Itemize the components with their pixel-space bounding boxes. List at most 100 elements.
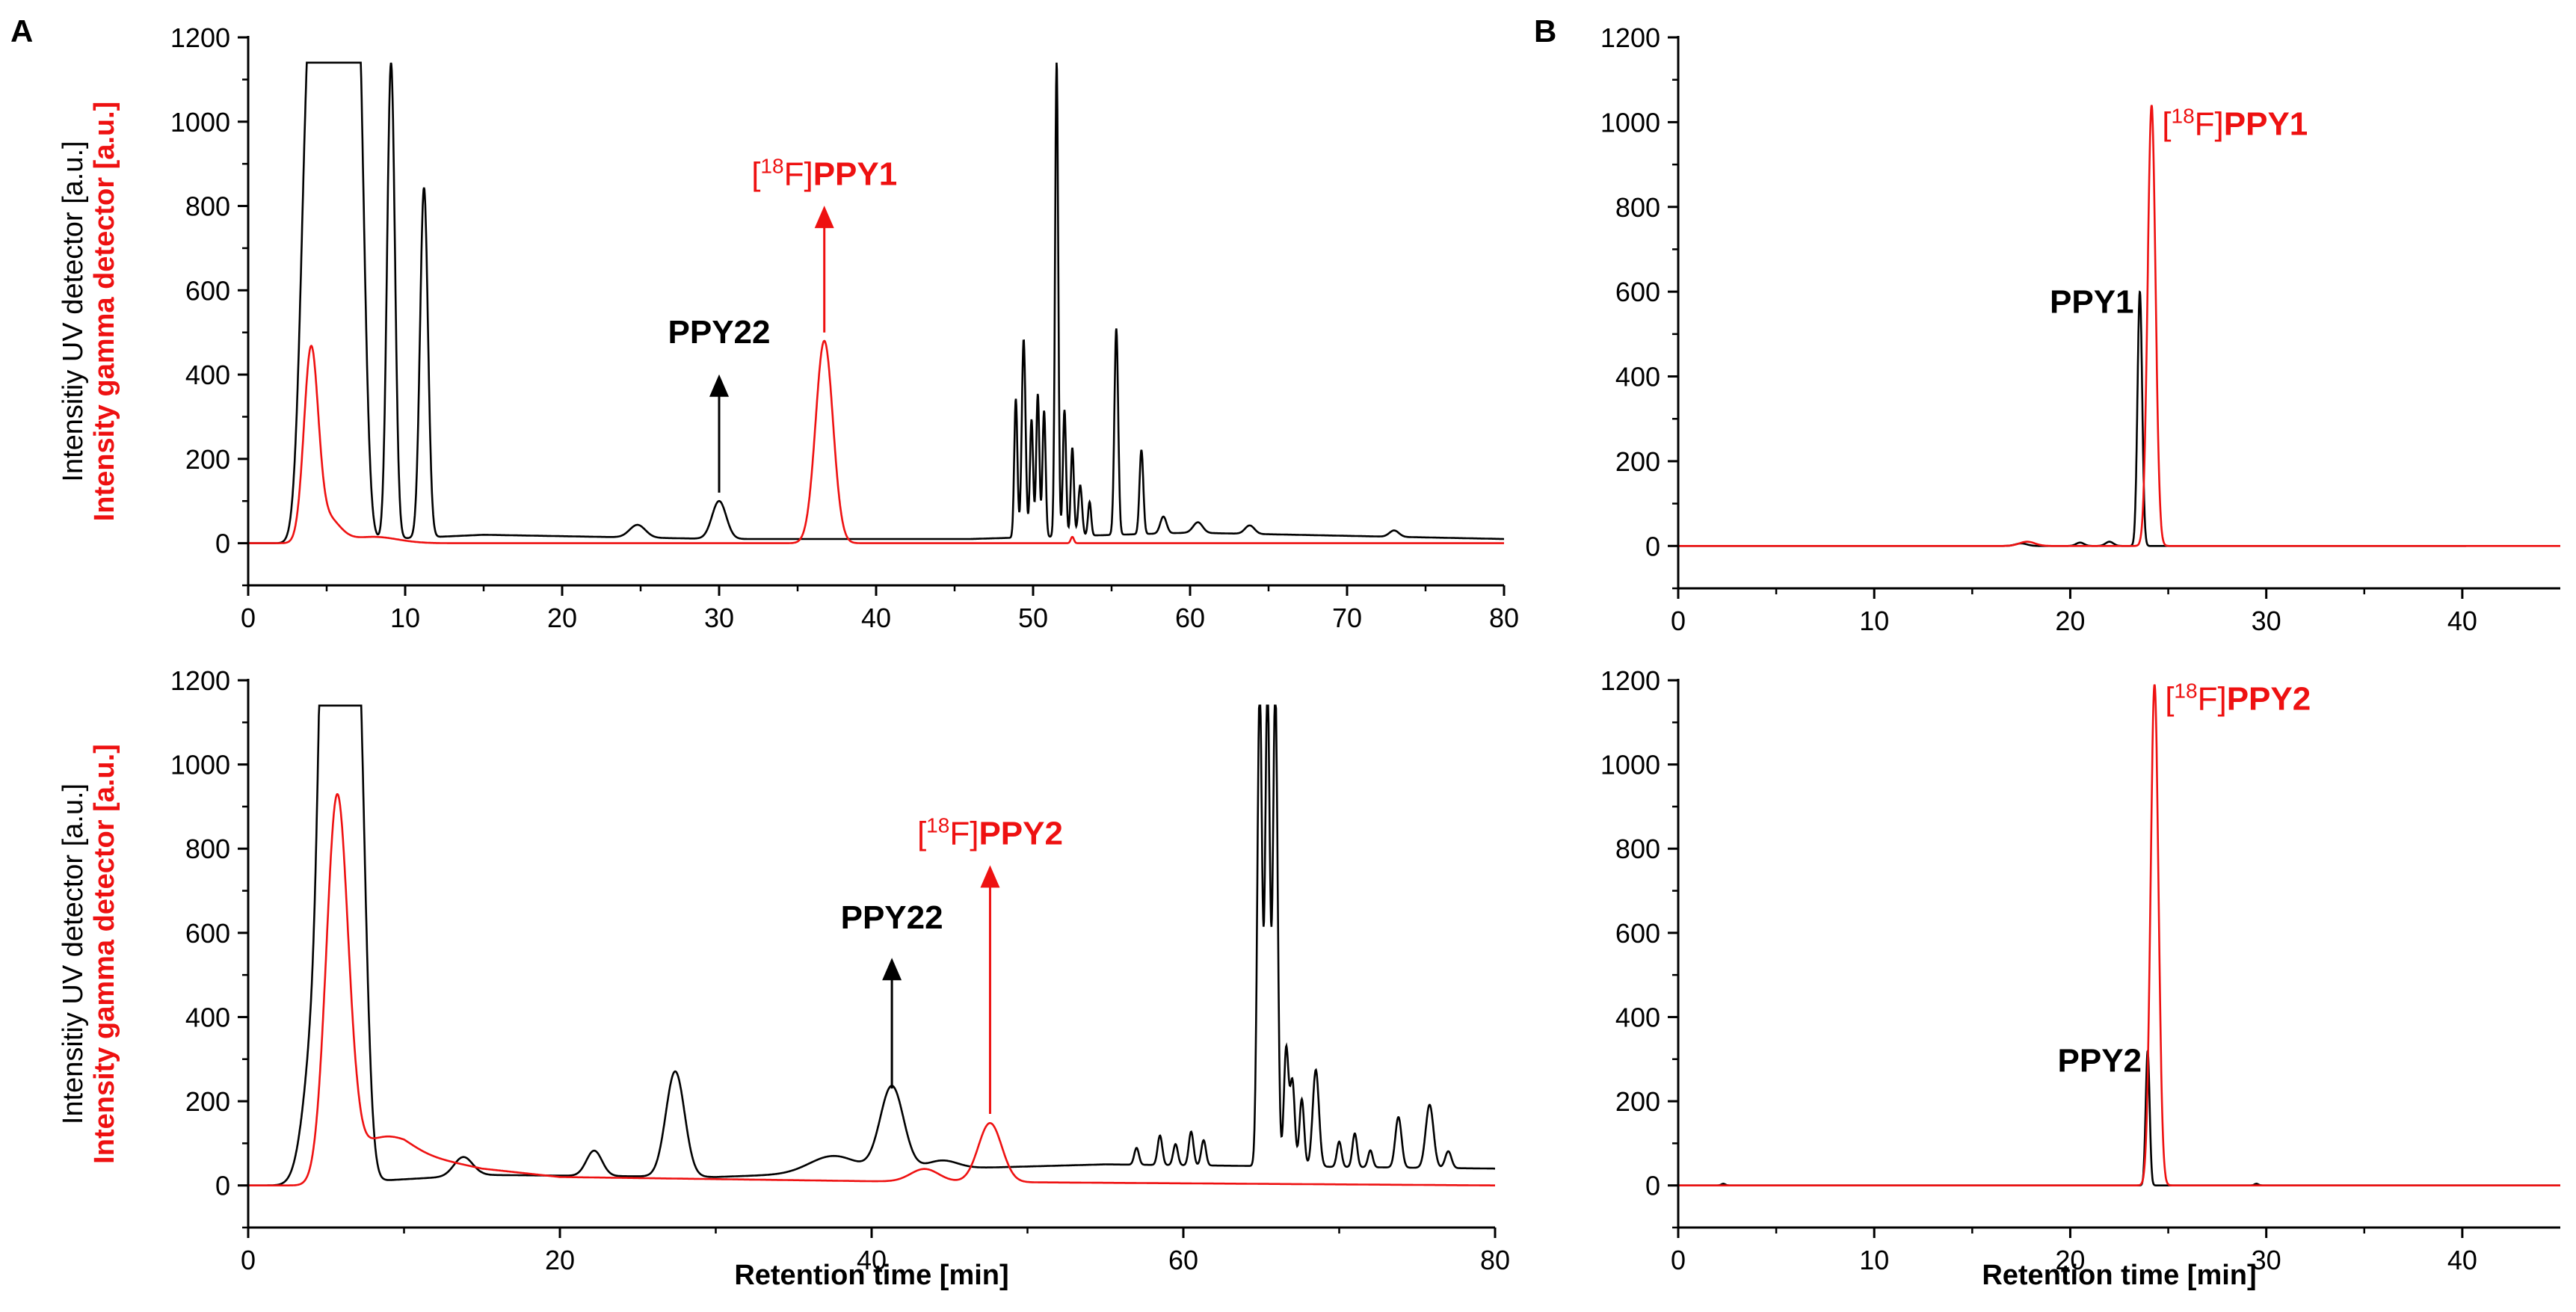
x-tick-label: 50 <box>1018 603 1048 633</box>
x-tick-label: 0 <box>1671 606 1686 636</box>
y-tick-label: 0 <box>215 529 230 559</box>
y-tick-label: 1200 <box>170 22 230 53</box>
y-tick-label: 1000 <box>1600 750 1660 780</box>
x-tick-label: 20 <box>2055 606 2085 636</box>
x-axis-label: Retention time [min] <box>734 1260 1008 1291</box>
gamma-trace <box>248 339 1504 544</box>
x-tick-label: 0 <box>1671 1245 1686 1275</box>
y-tick-label: 800 <box>185 834 230 864</box>
chart-b2: 0 200 400 600 800 1000 1200 0 10 20 30 40 Retention … <box>1600 665 2560 1291</box>
y-axis-label-uv: Intensitiy UV detector [a.u.] <box>58 141 89 481</box>
y-tick-label: 400 <box>1615 1002 1660 1032</box>
chart-a1: 0 200 400 600 800 1000 1200 0 10 20 30 40 50 60 70 80 In… <box>58 22 1519 633</box>
label-isotope-mass: 18 <box>926 814 949 837</box>
x-tick-label: 20 <box>547 603 577 633</box>
y-tick-label: 1200 <box>1600 22 1660 53</box>
annotation-label: [18F]PPY2 <box>917 814 1063 852</box>
gamma-trace <box>248 793 1495 1186</box>
annotation-arrow-head <box>709 374 729 397</box>
y-tick-label: 600 <box>1615 918 1660 949</box>
x-tick-label: 30 <box>2252 1245 2281 1275</box>
label-compound: PPY2 <box>979 816 1063 852</box>
x-tick-label: 40 <box>857 1245 887 1275</box>
annotation-label: PPY22 <box>841 899 943 936</box>
x-tick-label: 20 <box>545 1245 575 1275</box>
annotation-arrow-head <box>980 865 1000 888</box>
label-isotope-mass: 18 <box>760 154 783 177</box>
label-element: F] <box>949 816 979 852</box>
label-bracket: [ <box>2162 105 2171 142</box>
x-tick-label: 40 <box>2447 1245 2477 1275</box>
y-tick-label: 400 <box>1615 362 1660 392</box>
x-tick-label: 20 <box>2055 1245 2085 1275</box>
gamma-trace <box>1678 684 2560 1186</box>
annotation-label: PPY2 <box>2058 1043 2142 1080</box>
y-tick-label: 200 <box>185 1086 230 1117</box>
y-tick-label: 400 <box>185 360 230 390</box>
annotation-arrow-head <box>882 958 902 981</box>
gamma-trace <box>1678 105 2560 547</box>
x-tick-label: 10 <box>1859 1245 1889 1275</box>
x-tick-label: 60 <box>1175 603 1205 633</box>
y-tick-label: 0 <box>1645 531 1660 561</box>
y-tick-label: 800 <box>1615 834 1660 864</box>
annotation-label: [18F]PPY1 <box>751 154 897 192</box>
annotation-label: PPY1 <box>2050 284 2134 321</box>
y-tick-label: 1000 <box>170 107 230 138</box>
label-element: F] <box>2195 105 2224 142</box>
label-compound: PPY2 <box>2227 680 2311 717</box>
x-tick-label: 30 <box>2252 606 2281 636</box>
label-isotope-mass: 18 <box>2174 679 2197 702</box>
y-tick-label: 1000 <box>170 750 230 780</box>
label-isotope-mass: 18 <box>2172 104 2195 127</box>
y-tick-label: 1000 <box>1600 107 1660 138</box>
uv-trace <box>248 61 1504 544</box>
y-tick-label: 800 <box>1615 192 1660 223</box>
x-tick-label: 80 <box>1480 1245 1510 1275</box>
y-tick-label: 200 <box>1615 446 1660 477</box>
panel-label-a: A <box>10 13 33 49</box>
y-tick-label: 1200 <box>1600 665 1660 696</box>
chart-a2: 0 200 400 600 800 1000 1200 0 20 40 60 80 Retention … <box>58 665 1510 1291</box>
y-axis-label-gamma: Intensity gamma detector [a.u.] <box>89 744 120 1164</box>
label-bracket: [ <box>917 816 926 852</box>
y-tick-label: 600 <box>1615 277 1660 307</box>
y-tick-label: 1200 <box>170 665 230 696</box>
label-bracket: [ <box>2165 680 2174 717</box>
y-tick-label: 600 <box>185 275 230 306</box>
y-tick-label: 400 <box>185 1002 230 1032</box>
x-tick-label: 30 <box>704 603 734 633</box>
annotation-label: [18F]PPY2 <box>2165 679 2311 717</box>
x-tick-label: 0 <box>241 603 256 633</box>
y-tick-label: 200 <box>1615 1086 1660 1117</box>
uv-trace <box>1678 290 2467 547</box>
x-tick-label: 10 <box>390 603 420 633</box>
x-tick-label: 40 <box>2447 606 2477 636</box>
x-tick-label: 70 <box>1332 603 1362 633</box>
y-tick-label: 200 <box>185 444 230 475</box>
label-compound: PPY1 <box>813 155 898 192</box>
panel-label-b: B <box>1534 13 1556 49</box>
x-tick-label: 0 <box>241 1245 256 1275</box>
y-tick-label: 0 <box>1645 1171 1660 1201</box>
uv-trace <box>248 704 1495 1186</box>
y-axis-label-uv: Intensitiy UV detector [a.u.] <box>58 783 89 1124</box>
label-element: F] <box>784 155 813 192</box>
annotation-label: [18F]PPY1 <box>2162 104 2308 142</box>
label-element: F] <box>2198 680 2227 717</box>
y-axis-label-gamma: Intensity gamma detector [a.u.] <box>89 102 120 522</box>
y-tick-label: 0 <box>215 1171 230 1201</box>
x-tick-label: 60 <box>1168 1245 1198 1275</box>
x-axis-label: Retention time [min] <box>1982 1260 2256 1291</box>
x-tick-label: 10 <box>1859 606 1889 636</box>
x-tick-label: 40 <box>861 603 891 633</box>
y-tick-label: 800 <box>185 191 230 222</box>
annotation-arrow-head <box>814 206 834 229</box>
y-tick-label: 600 <box>185 918 230 949</box>
label-compound: PPY1 <box>2224 105 2308 142</box>
label-bracket: [ <box>751 155 760 192</box>
x-tick-label: 80 <box>1489 603 1519 633</box>
